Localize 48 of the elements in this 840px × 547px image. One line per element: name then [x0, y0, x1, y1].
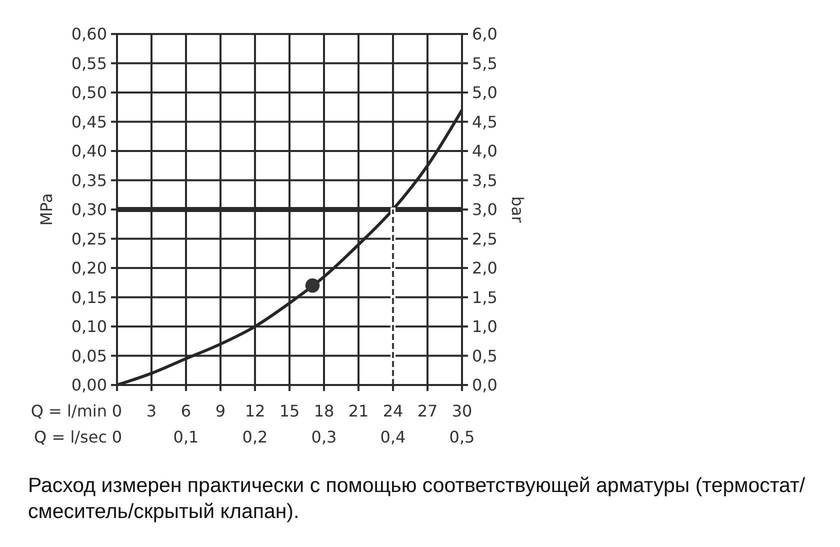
y-tick-label: 0,50 [71, 83, 107, 102]
x2-tick-label: 0,1 [173, 427, 199, 446]
x2-tick-label: 0,3 [311, 427, 337, 446]
y2-tick-label: 2,0 [472, 258, 498, 278]
x2-tick-label: 0,2 [242, 427, 268, 446]
y-tick-label: 0,15 [71, 288, 107, 307]
x-tick-label: 24 [382, 401, 404, 420]
x2-tick-label: 0 [112, 427, 122, 446]
x2-tick-label: 0,5 [449, 427, 475, 446]
x-tick-label: 27 [417, 401, 438, 420]
y2-tick-label: 0,0 [472, 376, 498, 395]
y-tick-label: 0,35 [71, 170, 107, 190]
y2-tick-label: 3,5 [472, 170, 498, 190]
x2-tick-label: 0,4 [380, 427, 406, 446]
y2-tick-label: 0,5 [472, 346, 498, 366]
x-axis-title: Q = l/min [30, 401, 107, 420]
y-tick-label: 0,20 [71, 258, 107, 278]
y-tick-label: 0,00 [71, 376, 107, 395]
y-tick-label: 0,45 [71, 112, 107, 132]
y2-tick-label: 1,5 [472, 288, 498, 307]
x2-axis-title: Q = l/sec [34, 427, 107, 446]
y-tick-label: 0,60 [71, 24, 107, 44]
x-tick-label: 6 [180, 401, 192, 420]
x-tick-label: 9 [215, 401, 226, 420]
y-tick-label: 0,40 [71, 142, 107, 161]
y-tick-label: 0,55 [71, 54, 107, 73]
x-tick-label: 0 [112, 401, 122, 420]
y2-tick-label: 6,0 [472, 24, 498, 44]
y2-tick-label: 4,0 [472, 142, 498, 161]
y-axis-title: MPa [36, 193, 56, 226]
y-tick-label: 0,05 [71, 346, 107, 366]
x-tick-label: 18 [314, 401, 334, 420]
y-tick-label: 0,30 [71, 200, 107, 220]
y-tick-label: 0,25 [71, 229, 107, 248]
x-tick-label: 15 [279, 401, 300, 420]
x-tick-label: 30 [452, 401, 472, 420]
y2-tick-label: 3,0 [472, 200, 498, 220]
y2-tick-label: 4,5 [472, 112, 498, 132]
text: Расход измерен практически с помощью соответствующей арматуры (термостат/смеситель/скрытый клапан). [28, 473, 806, 525]
x-tick-label: 21 [348, 401, 369, 420]
y2-tick-label: 1,0 [472, 317, 498, 336]
x-tick-label: 12 [244, 401, 266, 420]
y2-tick-label: 5,0 [472, 83, 498, 102]
y2-axis-title: bar [508, 196, 528, 224]
x-tick-label: 3 [146, 401, 157, 420]
y2-tick-label: 2,5 [472, 229, 498, 248]
y-tick-label: 0,10 [71, 317, 107, 336]
y2-tick-label: 5,5 [472, 54, 498, 73]
